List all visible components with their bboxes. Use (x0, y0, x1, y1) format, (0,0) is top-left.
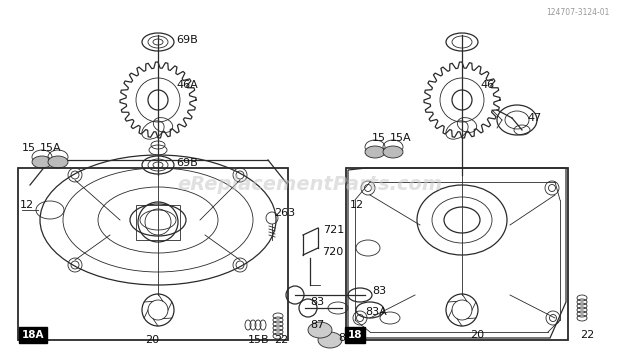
Text: 12: 12 (350, 200, 364, 210)
Text: 22: 22 (274, 335, 288, 345)
Text: 83: 83 (372, 286, 386, 296)
Text: 83A: 83A (365, 307, 387, 317)
Text: 18: 18 (348, 330, 363, 340)
Text: 69B: 69B (176, 35, 198, 45)
Text: 15: 15 (22, 143, 36, 153)
Ellipse shape (32, 156, 52, 168)
Text: 20: 20 (470, 330, 484, 340)
Ellipse shape (318, 332, 342, 348)
Text: 20: 20 (145, 335, 159, 345)
Ellipse shape (308, 322, 332, 338)
Text: 15: 15 (372, 133, 386, 143)
Text: 46A: 46A (176, 80, 198, 90)
Text: 83: 83 (310, 297, 324, 307)
Text: 87: 87 (310, 320, 324, 330)
Text: 721: 721 (323, 225, 344, 235)
Text: 124707-3124-01: 124707-3124-01 (547, 8, 610, 17)
Text: 22: 22 (580, 330, 594, 340)
Text: 15A: 15A (390, 133, 412, 143)
Text: 263: 263 (274, 208, 295, 218)
Text: 720: 720 (322, 247, 343, 257)
Text: 12: 12 (20, 200, 34, 210)
Text: 18A: 18A (22, 330, 45, 340)
Ellipse shape (365, 146, 385, 158)
Ellipse shape (48, 156, 68, 168)
Text: 15B: 15B (248, 335, 270, 345)
Bar (346, 168, 568, 340)
Text: 87: 87 (338, 333, 352, 343)
Ellipse shape (383, 146, 403, 158)
Text: 47: 47 (527, 113, 541, 123)
Bar (18, 168, 288, 340)
Text: 69B: 69B (176, 158, 198, 168)
Bar (136, 205, 180, 240)
Text: 15A: 15A (40, 143, 61, 153)
Text: eReplacementParts.com: eReplacementParts.com (177, 175, 443, 194)
Text: 46: 46 (480, 80, 494, 90)
